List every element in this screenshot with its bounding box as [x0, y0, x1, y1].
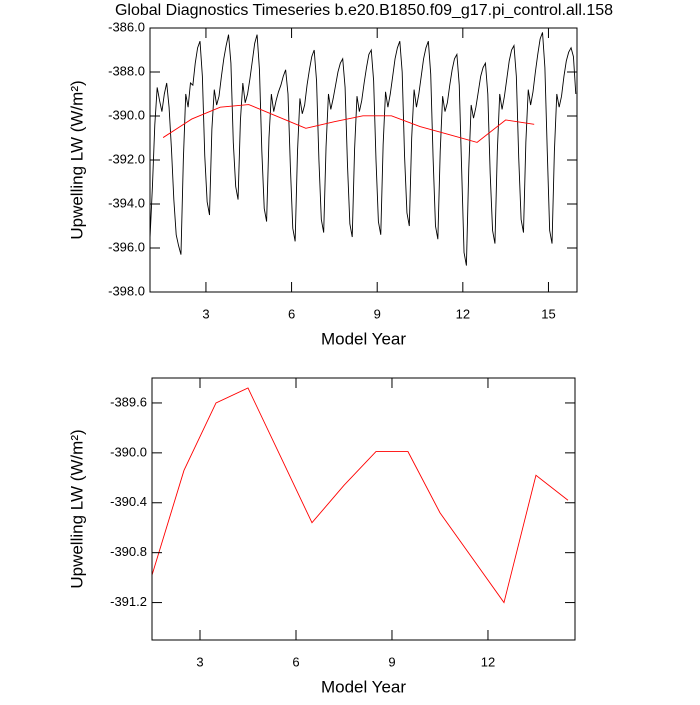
- y-tick-label: -392.0: [108, 151, 145, 166]
- y-tick-label: -386.0: [108, 19, 145, 34]
- y-tick-label: -391.2: [110, 594, 147, 609]
- x-axis-label: Model Year: [321, 329, 406, 348]
- x-tick-label: 6: [292, 654, 299, 669]
- x-tick-label: 9: [388, 654, 395, 669]
- y-tick-label: -390.0: [108, 107, 145, 122]
- y-tick-label: -398.0: [108, 283, 145, 298]
- series-line: [149, 32, 577, 266]
- y-tick-label: -394.0: [108, 195, 145, 210]
- x-tick-label: 9: [374, 306, 381, 321]
- y-tick-label: -390.0: [110, 444, 147, 459]
- y-axis-label: Upwelling LW (W/m²): [67, 80, 86, 239]
- x-tick-label: 3: [196, 654, 203, 669]
- y-tick-label: -390.8: [110, 544, 147, 559]
- plot-frame: [151, 377, 576, 641]
- x-tick-label: 12: [481, 654, 495, 669]
- x-tick-label: 6: [288, 306, 295, 321]
- x-axis-label: Model Year: [321, 677, 406, 696]
- series-line: [162, 104, 535, 143]
- chart-title: Global Diagnostics Timeseries b.e20.B185…: [115, 2, 613, 19]
- series-line: [151, 387, 569, 604]
- y-tick-label: -396.0: [108, 239, 145, 254]
- y-tick-label: -390.4: [110, 494, 147, 509]
- y-axis-label: Upwelling LW (W/m²): [67, 429, 86, 588]
- x-tick-label: 15: [541, 306, 555, 321]
- plot-frame: [149, 27, 578, 293]
- x-tick-label: 12: [456, 306, 470, 321]
- y-tick-label: -389.6: [110, 394, 147, 409]
- y-tick-label: -388.0: [108, 63, 145, 78]
- x-tick-label: 3: [202, 306, 209, 321]
